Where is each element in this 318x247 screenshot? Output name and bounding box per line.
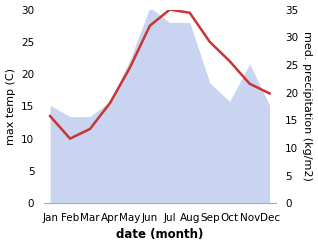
Y-axis label: med. precipitation (kg/m2): med. precipitation (kg/m2) bbox=[302, 31, 313, 181]
Y-axis label: max temp (C): max temp (C) bbox=[5, 68, 16, 145]
X-axis label: date (month): date (month) bbox=[116, 228, 204, 242]
